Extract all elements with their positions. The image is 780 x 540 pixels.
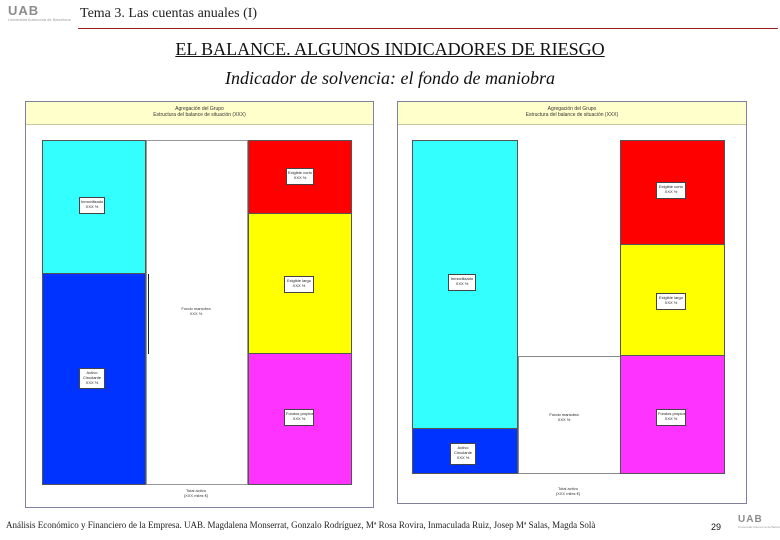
right-exigible-corto-label: Exigible corto XXX % — [656, 182, 686, 199]
left-exigible-largo-label: Exigible largo XXX % — [284, 276, 314, 293]
left-exigible-corto-label: Exigible corto XXX % — [286, 168, 314, 185]
right-panel-header: Agregación del Grupo Estructura del bala… — [398, 102, 746, 125]
uab-logo-subtext: Universitat Autònoma de Barcelona — [8, 17, 71, 22]
right-inmovilizado-label: Inmovilizado XXX % — [448, 274, 476, 291]
right-balance-panel: Agregación del Grupo Estructura del bala… — [397, 101, 747, 504]
left-panel-header: Agregación del Grupo Estructura del bala… — [26, 102, 373, 125]
right-panel-header-line1: Agregación del Grupo — [547, 106, 597, 112]
right-total-activo: Total activo (XXX miles €) — [555, 486, 581, 496]
slide-title: EL BALANCE. ALGUNOS INDICADORES DE RIESG… — [175, 39, 605, 59]
footer-credits: Análisis Económico y Financiero de la Em… — [6, 520, 596, 530]
right-exigible-largo-label: Exigible largo XXX % — [656, 293, 686, 310]
course-title: Tema 3. Las cuentas anuales (I) — [80, 6, 258, 21]
left-activo-circulante-label: Activo Circulante XXX % — [79, 368, 105, 389]
left-panel-header-line1: Agregación del Grupo — [175, 106, 224, 112]
right-activo-circulante-label: Activo Circulante XXX % — [450, 443, 476, 465]
uab-logo-footer: UAB Universitat Autònoma de Barcelona — [738, 514, 780, 537]
left-fondos-propios-label: Fondos propios XXX % — [284, 409, 314, 426]
left-total-activo: Total activo (XXX miles €) — [183, 488, 209, 498]
header-divider — [78, 28, 778, 29]
uab-logo: UAB Universitat Autònoma de Barcelona — [8, 4, 72, 30]
left-divider-line — [148, 274, 149, 354]
uab-logo-footer-mark: UAB — [738, 514, 763, 525]
right-fondo-maniobra-label: Fondo maniobra XXX % — [546, 411, 582, 427]
left-panel-header-line2: Estructura del balance de situación (XXX… — [153, 112, 246, 118]
uab-logo-mark: UAB — [8, 3, 40, 18]
left-inmovilizado-label: Inmovilizado XXX % — [79, 197, 105, 214]
left-white-block — [146, 140, 248, 485]
right-fondos-propios-label: Fondos propios XXX % — [656, 409, 686, 426]
left-fondo-maniobra-label: Fondo maniobra XXX % — [181, 306, 211, 316]
right-panel-header-line2: Estructura del balance de situación (XXX… — [525, 112, 619, 118]
page-number: 29 — [711, 522, 722, 532]
uab-logo-footer-subtext: Universitat Autònoma de Barcelona — [738, 525, 780, 529]
left-balance-panel: Agregación del Grupo Estructura del bala… — [25, 101, 374, 508]
slide-subtitle: Indicador de solvencia: el fondo de mani… — [225, 68, 555, 88]
